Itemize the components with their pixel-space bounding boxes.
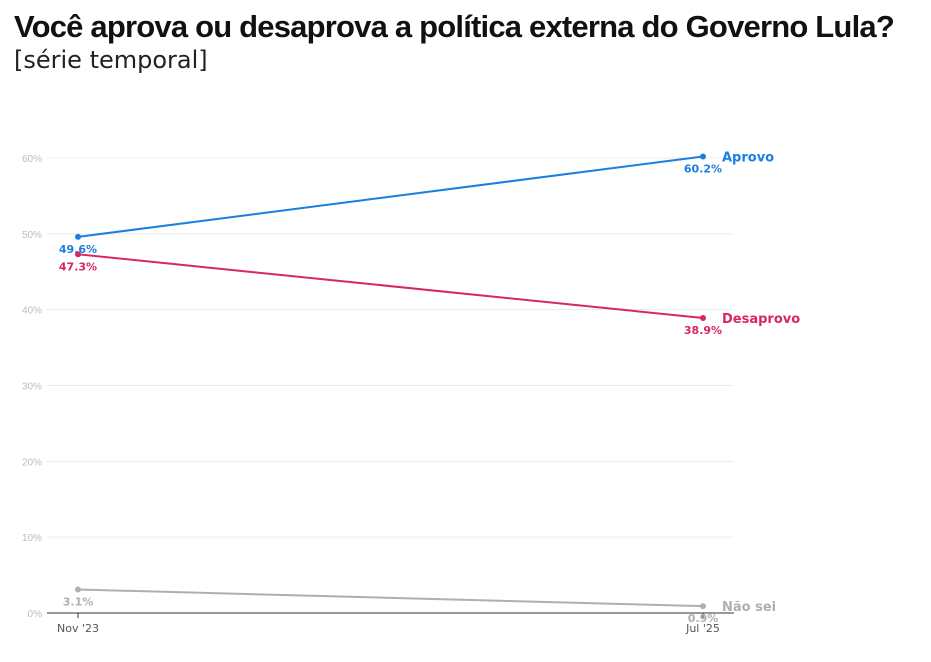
data-label-nao-sei: 3.1% (63, 595, 94, 608)
series-line-aprovo (77, 155, 704, 238)
series-label-desaprovo: Desaprovo (722, 312, 800, 327)
y-tick-label: 40% (22, 306, 42, 317)
data-labels: 49.6% 60.2%Aprovo 47.3% 38.9%Desaprovo 3.1% 0… (59, 150, 800, 625)
series-lines (75, 153, 706, 610)
y-tick-label: 60% (22, 154, 42, 165)
y-tick-label: 50% (22, 230, 42, 241)
x-tick-label: Nov '23 (57, 622, 99, 635)
x-tick-label: Jul '25 (685, 622, 720, 635)
data-label-aprovo: 49.6% (59, 243, 97, 256)
chart-subtitle: [série temporal] (14, 46, 208, 74)
grid-lines (47, 157, 734, 538)
data-point-nao-sei (75, 586, 81, 593)
axes: 0% 10% 20% 30% 40% 50% 60% Nov '23 Jul '25 (22, 154, 734, 635)
y-tick-label: 30% (22, 382, 42, 393)
data-point-aprovo (700, 153, 706, 160)
data-point-desaprovo (75, 251, 81, 258)
series-line-nao-sei (77, 588, 704, 608)
data-label-nao-sei: 0.9% (688, 612, 719, 625)
data-label-desaprovo: 38.9% (684, 324, 722, 337)
chart-title: Você aprova ou desaprova a política exte… (14, 9, 895, 44)
y-tick-label: 0% (28, 609, 43, 620)
y-tick-label: 20% (22, 457, 42, 468)
y-tick-label: 10% (22, 533, 42, 544)
series-line-desaprovo (77, 253, 704, 320)
data-point-desaprovo (700, 315, 706, 322)
data-label-desaprovo: 47.3% (59, 260, 97, 273)
data-point-aprovo (75, 233, 81, 240)
data-point-nao-sei (700, 603, 706, 610)
series-label-aprovo: Aprovo (722, 150, 774, 165)
series-label-nao-sei: Não sei (722, 600, 776, 615)
data-label-aprovo: 60.2% (684, 162, 722, 175)
